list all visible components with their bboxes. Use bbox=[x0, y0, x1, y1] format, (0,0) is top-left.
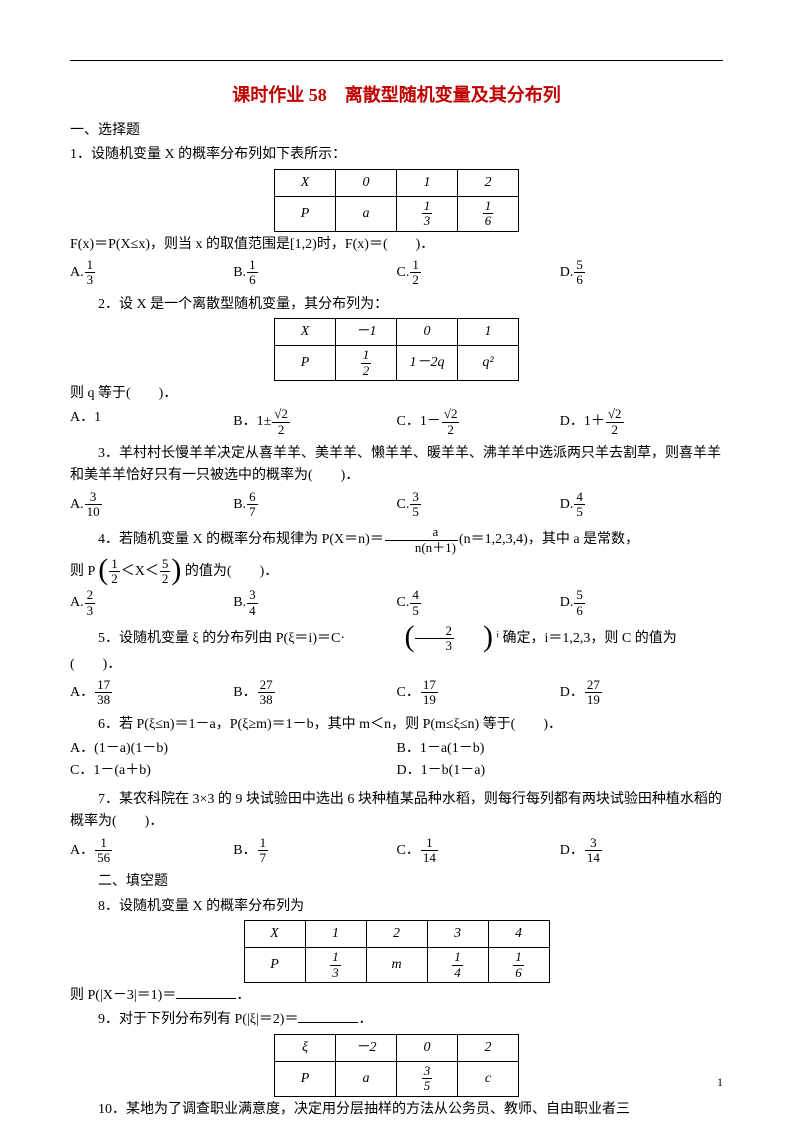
q9-P-2: c bbox=[458, 1062, 519, 1097]
q1-opt-B: B.16 bbox=[233, 258, 396, 288]
large-paren-icon: (23) bbox=[348, 624, 493, 654]
q3-opt-A: A.310 bbox=[70, 490, 233, 520]
q2-line2: 则 q 等于( )． bbox=[70, 383, 723, 405]
q2-options: A．1 B．1±√22 C．1－√22 D．1＋√22 bbox=[70, 407, 723, 437]
blank-input[interactable] bbox=[176, 998, 236, 999]
q4-line1: 4．若随机变量 X 的概率分布规律为 P(X＝n)＝an(n＋1)(n＝1,2,… bbox=[70, 525, 723, 555]
q7-text: 7．某农科院在 3×3 的 9 块试验田中选出 6 块种植某品种水稻，则每行每列… bbox=[70, 789, 723, 834]
q6-opt-D: D．1－b(1－a) bbox=[397, 760, 724, 782]
q8-P-2: m bbox=[366, 948, 427, 983]
q2-P-label: P bbox=[275, 346, 336, 381]
q4-opt-A: A.23 bbox=[70, 588, 233, 618]
q2-opt-C: C．1－√22 bbox=[397, 407, 560, 437]
q2-text: 2．设 X 是一个离散型随机变量，其分布列为： bbox=[70, 294, 723, 316]
q1-text: 1．设随机变量 X 的概率分布列如下表所示： bbox=[70, 144, 723, 166]
q3-opt-B: B.67 bbox=[233, 490, 396, 520]
q2-th-0: 0 bbox=[397, 318, 458, 345]
q9-th--2: －2 bbox=[336, 1034, 397, 1061]
q1-line2: F(x)＝P(X≤x)，则当 x 的取值范围是[1,2)时，F(x)＝( )． bbox=[70, 234, 723, 256]
q1-P-label: P bbox=[275, 196, 336, 231]
q1-th-X: X bbox=[275, 169, 336, 196]
q1-th-0: 0 bbox=[336, 169, 397, 196]
q1-options: A.13 B.16 C.12 D.56 bbox=[70, 258, 723, 288]
q9-th-0: 0 bbox=[397, 1034, 458, 1061]
q1-P-1: 13 bbox=[397, 196, 458, 231]
q1-opt-D: D.56 bbox=[560, 258, 723, 288]
q9-th-2: 2 bbox=[458, 1034, 519, 1061]
q5-options: A．1738 B．2738 C．1719 D．2719 bbox=[70, 678, 723, 708]
q8-P-1: 13 bbox=[305, 948, 366, 983]
q9-P-1: 35 bbox=[397, 1062, 458, 1097]
q2-opt-D: D．1＋√22 bbox=[560, 407, 723, 437]
q8-th-X: X bbox=[244, 920, 305, 947]
q1-table: X 0 1 2 P a 13 16 bbox=[274, 169, 519, 232]
q8-P-3: 14 bbox=[427, 948, 488, 983]
q2-th-1: 1 bbox=[458, 318, 519, 345]
q6-opt-C: C．1－(a＋b) bbox=[70, 760, 397, 782]
q5-opt-C: C．1719 bbox=[397, 678, 560, 708]
q8-th-1: 1 bbox=[305, 920, 366, 947]
q4-options: A.23 B.34 C.45 D.56 bbox=[70, 588, 723, 618]
page-title: 课时作业 58 离散型随机变量及其分布列 bbox=[70, 81, 723, 110]
large-paren-icon: (12＜X＜52) bbox=[98, 557, 181, 587]
q6-opt-B: B．1－a(1－b) bbox=[397, 738, 724, 760]
q1-opt-C: C.12 bbox=[397, 258, 560, 288]
q7-opt-A: A．156 bbox=[70, 836, 233, 866]
q8-text: 8．设随机变量 X 的概率分布列为 bbox=[70, 896, 723, 918]
q3-opt-D: D.45 bbox=[560, 490, 723, 520]
q1-opt-A: A.13 bbox=[70, 258, 233, 288]
q5-text: 5．设随机变量 ξ 的分布列由 P(ξ＝i)＝C· (23) ⁱ 确定，i＝1,… bbox=[70, 624, 723, 676]
q2-th-X: X bbox=[275, 318, 336, 345]
blank-input[interactable] bbox=[298, 1022, 358, 1023]
q8-th-3: 3 bbox=[427, 920, 488, 947]
q9-th-xi: ξ bbox=[275, 1034, 336, 1061]
q1-P-0: a bbox=[336, 196, 397, 231]
q7-options: A．156 B．17 C．114 D．314 bbox=[70, 836, 723, 866]
section-2-heading: 二、填空题 bbox=[70, 871, 723, 893]
q8-P-4: 16 bbox=[488, 948, 549, 983]
q1-th-2: 2 bbox=[458, 169, 519, 196]
q5-opt-A: A．1738 bbox=[70, 678, 233, 708]
q7-opt-C: C．114 bbox=[397, 836, 560, 866]
q3-opt-C: C.35 bbox=[397, 490, 560, 520]
q7-opt-D: D．314 bbox=[560, 836, 723, 866]
q5-opt-D: D．2719 bbox=[560, 678, 723, 708]
q4-opt-B: B.34 bbox=[233, 588, 396, 618]
q9-text: 9．对于下列分布列有 P(|ξ|＝2)＝． bbox=[70, 1009, 723, 1031]
q1-P-2: 16 bbox=[458, 196, 519, 231]
q8-th-2: 2 bbox=[366, 920, 427, 947]
q2-opt-B: B．1±√22 bbox=[233, 407, 396, 437]
q2-th--1: －1 bbox=[336, 318, 397, 345]
page-number: 1 bbox=[717, 1073, 723, 1092]
q5-opt-B: B．2738 bbox=[233, 678, 396, 708]
q8-P-label: P bbox=[244, 948, 305, 983]
q2-P-2: q² bbox=[458, 346, 519, 381]
q2-opt-A: A．1 bbox=[70, 407, 233, 437]
q1-th-1: 1 bbox=[397, 169, 458, 196]
q10-text: 10．某地为了调查职业满意度，决定用分层抽样的方法从公务员、教师、自由职业者三 bbox=[70, 1099, 723, 1121]
q4-opt-C: C.45 bbox=[397, 588, 560, 618]
top-rule bbox=[70, 60, 723, 61]
q7-opt-B: B．17 bbox=[233, 836, 396, 866]
q3-text: 3．羊村村长慢羊羊决定从喜羊羊、美羊羊、懒羊羊、暖羊羊、沸羊羊中选派两只羊去割草… bbox=[70, 443, 723, 488]
q8-th-4: 4 bbox=[488, 920, 549, 947]
q2-table: X －1 0 1 P 12 1－2q q² bbox=[274, 318, 519, 381]
q2-P-1: 1－2q bbox=[397, 346, 458, 381]
q3-options: A.310 B.67 C.35 D.45 bbox=[70, 490, 723, 520]
q9-P-label: P bbox=[275, 1062, 336, 1097]
q4-line2: 则 P (12＜X＜52) 的值为( )． bbox=[70, 557, 723, 587]
q8-table: X 1 2 3 4 P 13 m 14 16 bbox=[244, 920, 550, 983]
section-1-heading: 一、选择题 bbox=[70, 120, 723, 142]
q6-text: 6．若 P(ξ≤n)＝1－a，P(ξ≥m)＝1－b，其中 m＜n，则 P(m≤ξ… bbox=[70, 714, 723, 736]
q6-options: A．(1－a)(1－b) B．1－a(1－b) C．1－(a＋b) D．1－b(… bbox=[70, 738, 723, 783]
q4-opt-D: D.56 bbox=[560, 588, 723, 618]
q8-line2: 则 P(|X－3|＝1)＝． bbox=[70, 985, 723, 1007]
q2-P-0: 12 bbox=[336, 346, 397, 381]
q9-table: ξ －2 0 2 P a 35 c bbox=[274, 1034, 519, 1097]
q6-opt-A: A．(1－a)(1－b) bbox=[70, 738, 397, 760]
q9-P-0: a bbox=[336, 1062, 397, 1097]
